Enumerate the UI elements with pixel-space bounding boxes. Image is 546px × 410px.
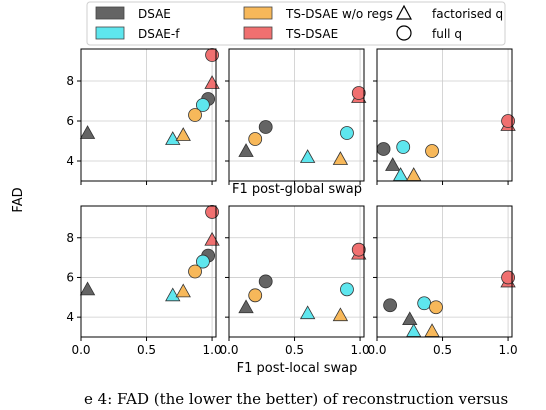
point-dsae-full xyxy=(383,298,398,313)
legend-swatch xyxy=(243,6,273,20)
point-dsae-factorised xyxy=(79,281,96,296)
panel-frame xyxy=(80,48,217,182)
panel-frame xyxy=(376,205,513,338)
x-tick-label: 1.0 xyxy=(351,343,370,357)
legend-label: TS-DSAE xyxy=(285,27,338,41)
x-tick-label: 0.5 xyxy=(433,343,452,357)
x-tick-label: 0.5 xyxy=(285,343,304,357)
legend-label: TS-DSAE w/o regs xyxy=(285,7,393,21)
x-tick-label: 0.0 xyxy=(219,343,238,357)
legend-item-ts-dsae: TS-DSAE xyxy=(243,26,338,41)
point-dsae-factorised xyxy=(402,311,418,326)
y-tick-label: 8 xyxy=(66,74,74,88)
point-dsae-factorised xyxy=(385,157,401,171)
x-tick-label: 0.0 xyxy=(71,343,90,357)
point-dsae-f-full xyxy=(195,98,210,112)
panel-frame xyxy=(228,205,365,338)
x-tick-label: 0.5 xyxy=(137,343,156,357)
legend-label: factorised q xyxy=(432,7,503,21)
legend-swatch xyxy=(243,26,273,40)
point-ts-dsae-w-o-regs-factorised xyxy=(424,323,440,337)
point-ts-dsae-w-o-regs-full xyxy=(188,264,202,279)
y-tick-label: 6 xyxy=(66,270,74,284)
point-dsae-factorised xyxy=(238,143,254,157)
point-ts-dsae-factorised xyxy=(204,75,220,89)
x-tick-label: 1.0 xyxy=(499,343,518,357)
point-ts-dsae-w-o-regs-full xyxy=(248,132,263,146)
point-dsae-f-factorised xyxy=(299,305,316,320)
figure-caption: e 4: FAD (the lower the better) of recon… xyxy=(84,390,508,408)
point-ts-dsae-w-o-regs-full xyxy=(188,108,202,122)
point-ts-dsae-w-o-regs-full xyxy=(425,144,439,158)
point-ts-dsae-factorised xyxy=(204,231,220,246)
point-ts-dsae-w-o-regs-factorised xyxy=(175,283,191,298)
y-tick-label: 4 xyxy=(66,154,74,168)
point-dsae-factorised xyxy=(238,299,254,314)
point-dsae-f-factorised xyxy=(165,131,181,145)
point-ts-dsae-full xyxy=(501,114,515,128)
panel-frame xyxy=(80,205,217,338)
panel-r0-c2 xyxy=(373,48,516,185)
point-dsae-factorised xyxy=(79,125,96,139)
x-axis-label-global: F1 post-global swap xyxy=(232,182,362,197)
point-ts-dsae-w-o-regs-factorised xyxy=(332,151,349,165)
point-dsae-f-full xyxy=(195,254,210,269)
legend-item-dsae: DSAE xyxy=(95,6,171,21)
point-dsae-full xyxy=(258,120,273,134)
point-ts-dsae-full xyxy=(205,48,219,62)
panel-r0-c0: 4 6 8 xyxy=(66,48,220,185)
point-ts-dsae-w-o-regs-factorised xyxy=(406,167,422,181)
point-ts-dsae-w-o-regs-full xyxy=(429,300,443,315)
point-dsae-f-full xyxy=(340,282,354,297)
legend-item-full-q: full q xyxy=(396,25,462,41)
point-dsae-f-factorised xyxy=(165,287,181,302)
y-tick-label: 4 xyxy=(66,310,74,324)
panel-frame xyxy=(376,48,513,182)
point-ts-dsae-w-o-regs-full xyxy=(248,288,263,303)
point-dsae-f-full xyxy=(417,296,432,311)
panel-r1-c2: 0.0 0.5 1.0 xyxy=(367,205,518,357)
y-axis-label: FAD xyxy=(11,187,26,212)
point-dsae-full xyxy=(258,274,273,289)
point-ts-dsae-full xyxy=(351,242,366,257)
panel-r0-c1 xyxy=(225,48,367,185)
legend-item-ts-dsae-w-o-regs: TS-DSAE w/o regs xyxy=(243,6,393,21)
legend-item-dsae-f: DSAE-f xyxy=(95,26,180,41)
legend: DSAE TS-DSAE w/o regs factorised q DSAE-f TS… xyxy=(86,1,506,46)
legend-item-factorised-q: factorised q xyxy=(395,4,503,21)
y-tick-label: 8 xyxy=(66,231,74,245)
legend-label: full q xyxy=(432,27,462,41)
point-dsae-f-factorised xyxy=(299,149,316,163)
point-ts-dsae-full xyxy=(205,205,219,219)
point-dsae-f-full xyxy=(396,140,411,154)
panel-r1-c0: 0.0 0.5 1.0 4 6 8 xyxy=(66,205,222,357)
x-axis-label-local: F1 post-local swap xyxy=(237,361,358,376)
x-tick-label: 0.0 xyxy=(367,343,386,357)
legend-label: DSAE xyxy=(138,7,171,21)
legend-triangle-marker xyxy=(395,4,413,20)
point-ts-dsae-w-o-regs-factorised xyxy=(332,307,349,322)
y-tick-label: 6 xyxy=(66,114,74,128)
point-ts-dsae-w-o-regs-factorised xyxy=(175,127,191,141)
point-ts-dsae-full xyxy=(351,86,366,100)
point-dsae-f-full xyxy=(340,126,354,140)
point-dsae-full xyxy=(376,142,391,156)
panel-frame xyxy=(228,48,365,182)
panel-r1-c1: 0.0 0.5 1.0 xyxy=(219,205,370,357)
point-dsae-f-factorised xyxy=(406,323,422,337)
legend-circle-marker xyxy=(396,25,412,41)
x-tick-label: 1.0 xyxy=(203,343,222,357)
legend-swatch xyxy=(95,6,125,20)
legend-label: DSAE-f xyxy=(138,27,180,41)
legend-swatch xyxy=(95,26,125,40)
point-ts-dsae-full xyxy=(501,270,515,285)
